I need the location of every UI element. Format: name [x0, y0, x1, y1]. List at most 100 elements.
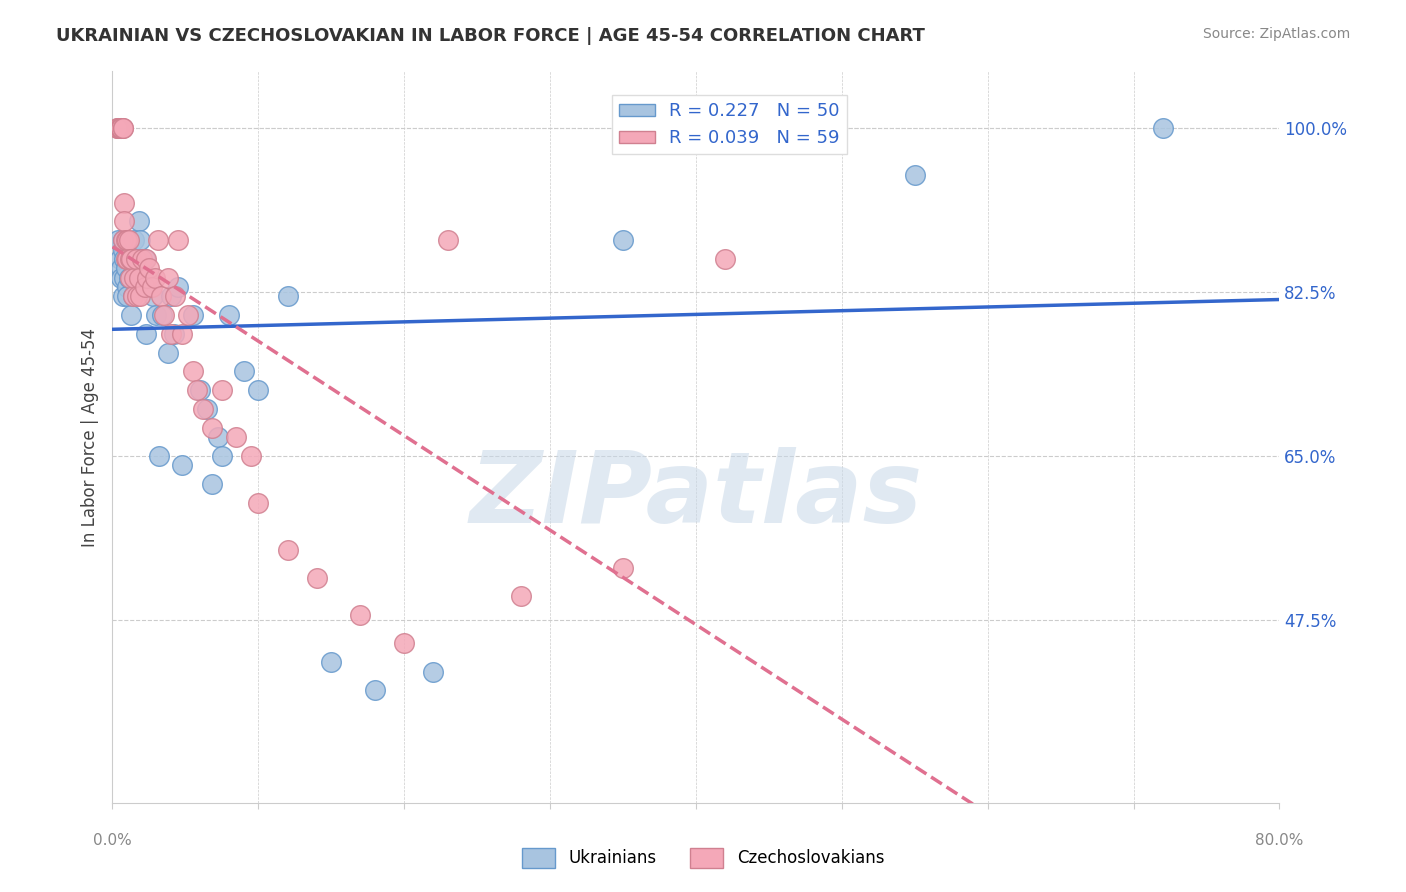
Point [134, 280, 156, 294]
Point [156, 270, 179, 285]
Point [305, 571, 328, 585]
Point [110, 120, 132, 135]
Point [125, 252, 148, 266]
Point [152, 308, 174, 322]
Point [112, 214, 135, 228]
Point [125, 261, 148, 276]
Point [150, 308, 173, 322]
Point [163, 326, 186, 341]
Point [122, 289, 145, 303]
Point [207, 430, 229, 444]
Point [177, 308, 200, 322]
Y-axis label: In Labor Force | Age 45-54: In Labor Force | Age 45-54 [80, 327, 98, 547]
Point [108, 252, 131, 266]
Point [117, 233, 139, 247]
Point [201, 477, 224, 491]
Point [904, 168, 927, 182]
Point [141, 280, 163, 294]
Point [107, 233, 129, 247]
Point [131, 252, 153, 266]
Point [108, 120, 131, 135]
Point [349, 608, 371, 623]
Point [211, 449, 233, 463]
Point [181, 308, 204, 322]
Point [364, 683, 387, 698]
Point [172, 458, 194, 473]
Point [714, 252, 737, 266]
Point [131, 252, 153, 266]
Point [135, 326, 157, 341]
Point [135, 252, 157, 266]
Point [107, 120, 129, 135]
Point [240, 449, 263, 463]
Point [118, 252, 141, 266]
Point [232, 364, 254, 378]
Point [118, 270, 141, 285]
Point [612, 233, 634, 247]
Point [107, 120, 129, 135]
Point [112, 195, 135, 210]
Text: ZIPatlas: ZIPatlas [470, 447, 922, 544]
Point [114, 252, 136, 266]
Point [394, 636, 416, 650]
Point [115, 252, 138, 266]
Point [612, 561, 634, 575]
Point [117, 270, 139, 285]
Text: 80.0%: 80.0% [1256, 833, 1303, 847]
Point [160, 289, 183, 303]
Text: UKRAINIAN VS CZECHOSLOVAKIAN IN LABOR FORCE | AGE 45-54 CORRELATION CHART: UKRAINIAN VS CZECHOSLOVAKIAN IN LABOR FO… [56, 27, 925, 45]
Point [112, 270, 135, 285]
Point [129, 233, 152, 247]
Point [181, 364, 204, 378]
Point [201, 420, 224, 434]
Text: 0.0%: 0.0% [93, 833, 132, 847]
Point [160, 326, 183, 341]
Point [211, 383, 233, 397]
Point [437, 233, 460, 247]
Point [127, 289, 149, 303]
Point [149, 289, 172, 303]
Point [128, 270, 150, 285]
Point [138, 280, 160, 294]
Point [111, 289, 134, 303]
Point [124, 233, 146, 247]
Point [120, 308, 142, 322]
Point [138, 261, 160, 276]
Point [111, 243, 134, 257]
Point [218, 308, 240, 322]
Point [129, 289, 152, 303]
Point [172, 326, 194, 341]
Point [108, 120, 131, 135]
Point [128, 214, 150, 228]
Point [247, 383, 270, 397]
Point [225, 430, 247, 444]
Point [127, 280, 149, 294]
Point [114, 233, 136, 247]
Point [111, 120, 134, 135]
Point [105, 120, 128, 135]
Point [156, 345, 179, 359]
Point [114, 261, 136, 276]
Point [134, 252, 156, 266]
Point [120, 252, 142, 266]
Point [110, 261, 132, 276]
Point [422, 665, 444, 679]
Point [115, 233, 138, 247]
Legend: R = 0.227   N = 50, R = 0.039   N = 59: R = 0.227 N = 50, R = 0.039 N = 59 [612, 95, 848, 154]
Point [110, 120, 132, 135]
Point [165, 289, 187, 303]
Point [112, 252, 135, 266]
Point [276, 542, 298, 557]
Point [509, 590, 531, 604]
Point [148, 449, 170, 463]
Point [142, 289, 165, 303]
Point [188, 383, 211, 397]
Point [186, 383, 208, 397]
Text: Source: ZipAtlas.com: Source: ZipAtlas.com [1202, 27, 1350, 41]
Point [136, 270, 159, 285]
Point [321, 655, 343, 669]
Point [247, 496, 270, 510]
Point [132, 270, 155, 285]
Legend: Ukrainians, Czechoslovakians: Ukrainians, Czechoslovakians [515, 841, 891, 875]
Point [143, 270, 166, 285]
